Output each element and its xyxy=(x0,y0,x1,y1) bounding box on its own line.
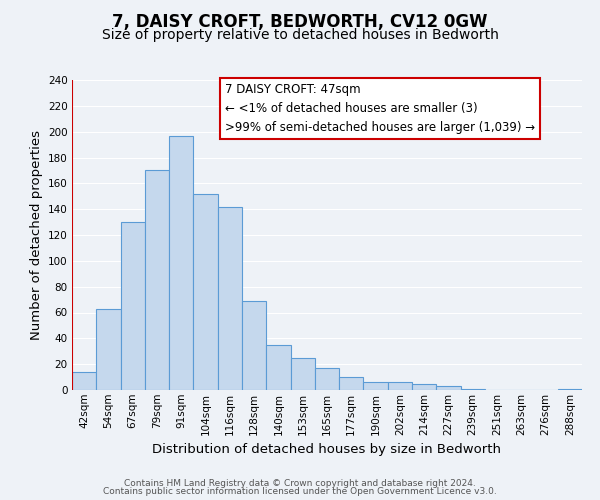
Text: Contains public sector information licensed under the Open Government Licence v3: Contains public sector information licen… xyxy=(103,487,497,496)
Text: 7 DAISY CROFT: 47sqm
← <1% of detached houses are smaller (3)
>99% of semi-detac: 7 DAISY CROFT: 47sqm ← <1% of detached h… xyxy=(225,83,535,134)
Bar xyxy=(266,345,290,390)
Bar xyxy=(315,368,339,390)
Bar xyxy=(364,382,388,390)
Bar xyxy=(388,382,412,390)
Bar xyxy=(436,386,461,390)
Text: Size of property relative to detached houses in Bedworth: Size of property relative to detached ho… xyxy=(101,28,499,42)
Bar xyxy=(72,372,96,390)
Bar xyxy=(558,388,582,390)
Bar xyxy=(121,222,145,390)
Bar xyxy=(96,308,121,390)
Bar xyxy=(412,384,436,390)
Bar xyxy=(169,136,193,390)
Bar xyxy=(218,206,242,390)
Text: 7, DAISY CROFT, BEDWORTH, CV12 0GW: 7, DAISY CROFT, BEDWORTH, CV12 0GW xyxy=(112,12,488,30)
Bar xyxy=(193,194,218,390)
X-axis label: Distribution of detached houses by size in Bedworth: Distribution of detached houses by size … xyxy=(152,443,502,456)
Y-axis label: Number of detached properties: Number of detached properties xyxy=(29,130,43,340)
Bar xyxy=(290,358,315,390)
Bar xyxy=(145,170,169,390)
Bar xyxy=(242,301,266,390)
Text: Contains HM Land Registry data © Crown copyright and database right 2024.: Contains HM Land Registry data © Crown c… xyxy=(124,478,476,488)
Bar xyxy=(339,377,364,390)
Bar xyxy=(461,388,485,390)
